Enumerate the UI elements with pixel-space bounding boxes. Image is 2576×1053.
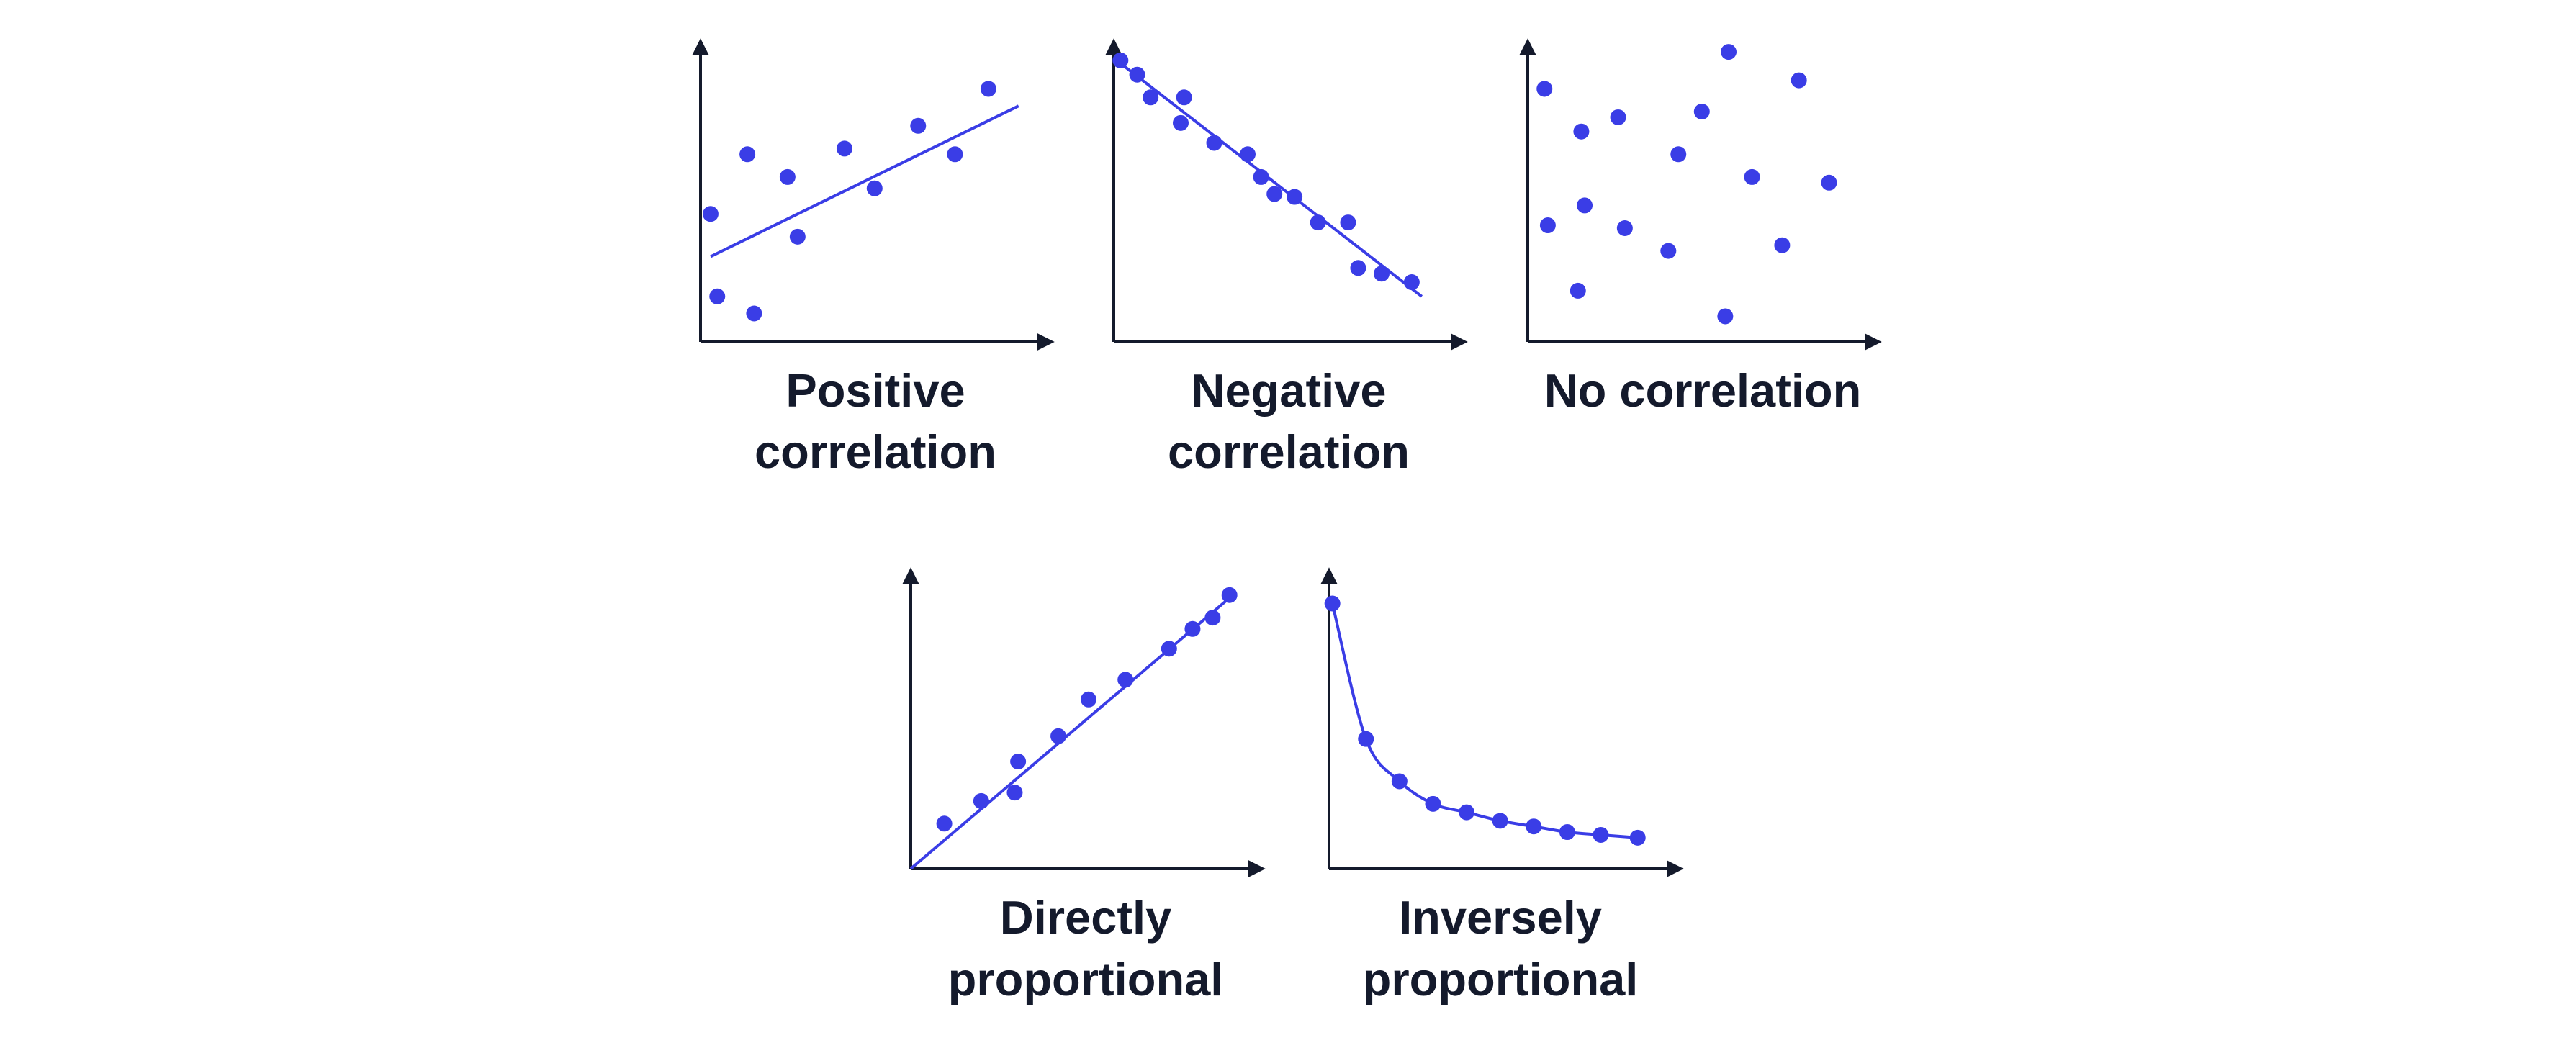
data-point [1221,587,1238,603]
data-point [1459,804,1475,821]
data-point [910,117,927,134]
data-point [1010,754,1027,770]
panel-positive-correlation: Positive correlation [692,38,1055,478]
trend-line [710,104,1019,258]
data-point [1573,123,1590,140]
data-point [1143,89,1159,106]
panel-label-line-1: Negative [1192,364,1387,417]
data-point [1161,641,1177,657]
panel-label-line-2: correlation [755,425,996,478]
data-point [1310,214,1326,231]
panel-label-line-2: proportional [948,953,1224,1005]
data-point [973,792,989,809]
data-point [1080,691,1096,708]
data-point [1539,217,1556,234]
data-point [1050,728,1067,744]
panel-label-line-2: correlation [1168,425,1410,478]
data-point [1117,672,1134,688]
data-point [1374,266,1390,282]
data-point [1253,168,1269,185]
data-point [1536,81,1553,97]
data-point [746,305,762,322]
panel-label-line-1: No correlation [1544,364,1862,417]
panel-directly-proportional: Directly proportional [902,567,1266,1005]
panel-label-line-1: Inversely [1399,891,1602,944]
data-point [1403,274,1420,291]
data-point [1791,72,1807,89]
data-point [1660,243,1677,259]
trend-line [909,591,1238,870]
data-point [1693,104,1710,120]
data-point [1593,826,1609,843]
data-point [1774,237,1791,253]
panel-no-correlation: No correlation [1519,38,1882,417]
data-point [1112,52,1129,68]
data-point [980,81,996,97]
data-point [1206,135,1222,151]
data-point [1240,146,1256,163]
data-point [1559,824,1575,841]
data-point [1340,214,1356,231]
data-point [947,146,963,163]
panel-label-line-1: Directly [1000,891,1171,944]
data-point [739,146,756,163]
data-point [1670,146,1687,163]
data-point [1266,186,1283,202]
data-point [836,140,852,157]
data-point [1358,731,1374,747]
data-point [1821,174,1837,191]
data-point [1173,114,1189,131]
data-point [1744,168,1760,185]
data-point [1287,189,1303,205]
panel-label-line-2: proportional [1363,953,1639,1005]
data-point [1616,220,1633,236]
curve-line [1330,603,1638,839]
data-point [1425,795,1441,812]
data-point [779,168,796,185]
data-point [1570,282,1586,299]
trend-line [1120,62,1423,298]
data-point [1324,595,1341,612]
data-point [1526,818,1542,835]
data-point [1176,89,1192,106]
data-point [702,206,719,222]
data-point [866,180,883,196]
data-point [1350,260,1366,276]
data-point [1129,66,1145,83]
data-point [1721,44,1737,60]
panel-label-line-1: Positive [785,364,965,417]
data-point [1204,610,1221,626]
data-point [789,228,806,245]
data-point [936,815,953,832]
data-point [1391,773,1408,790]
data-point [1629,829,1646,846]
data-point [1006,785,1023,801]
data-point [1184,620,1201,637]
data-point [1610,109,1626,125]
data-point [1717,308,1734,325]
data-point [1577,197,1593,214]
data-point [709,288,726,304]
panel-negative-correlation: Negative correlation [1105,38,1468,478]
panel-inversely-proportional: Inversely proportional [1320,567,1684,1005]
data-point [1492,813,1508,829]
